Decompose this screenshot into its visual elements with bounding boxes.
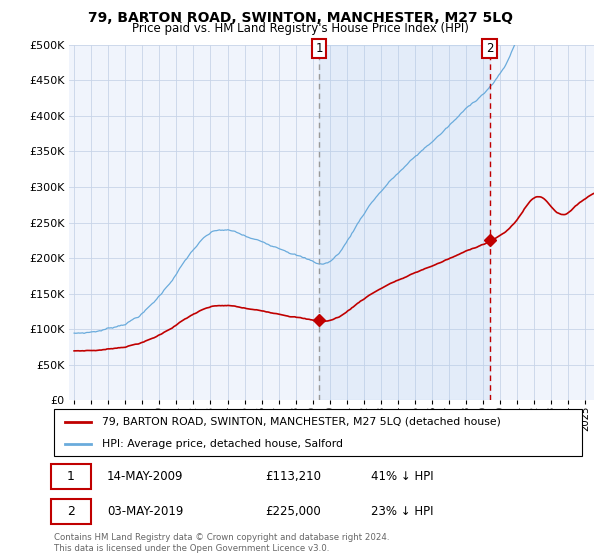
Text: 79, BARTON ROAD, SWINTON, MANCHESTER, M27 5LQ: 79, BARTON ROAD, SWINTON, MANCHESTER, M2… <box>88 11 512 25</box>
Text: 2: 2 <box>486 42 493 55</box>
Text: 2: 2 <box>67 505 75 518</box>
Text: HPI: Average price, detached house, Salford: HPI: Average price, detached house, Salf… <box>101 438 343 449</box>
Text: 41% ↓ HPI: 41% ↓ HPI <box>371 470 433 483</box>
Text: 23% ↓ HPI: 23% ↓ HPI <box>371 505 433 518</box>
Text: 1: 1 <box>67 470 75 483</box>
Text: 1: 1 <box>316 42 323 55</box>
Bar <box>319 45 490 400</box>
Text: Price paid vs. HM Land Registry's House Price Index (HPI): Price paid vs. HM Land Registry's House … <box>131 22 469 35</box>
Text: 14-MAY-2009: 14-MAY-2009 <box>107 470 184 483</box>
FancyBboxPatch shape <box>54 409 582 456</box>
Text: 03-MAY-2019: 03-MAY-2019 <box>107 505 183 518</box>
FancyBboxPatch shape <box>52 464 91 489</box>
Text: £113,210: £113,210 <box>265 470 321 483</box>
Text: Contains HM Land Registry data © Crown copyright and database right 2024.
This d: Contains HM Land Registry data © Crown c… <box>54 533 389 553</box>
Text: 79, BARTON ROAD, SWINTON, MANCHESTER, M27 5LQ (detached house): 79, BARTON ROAD, SWINTON, MANCHESTER, M2… <box>101 417 500 427</box>
FancyBboxPatch shape <box>52 499 91 524</box>
Text: £225,000: £225,000 <box>265 505 321 518</box>
